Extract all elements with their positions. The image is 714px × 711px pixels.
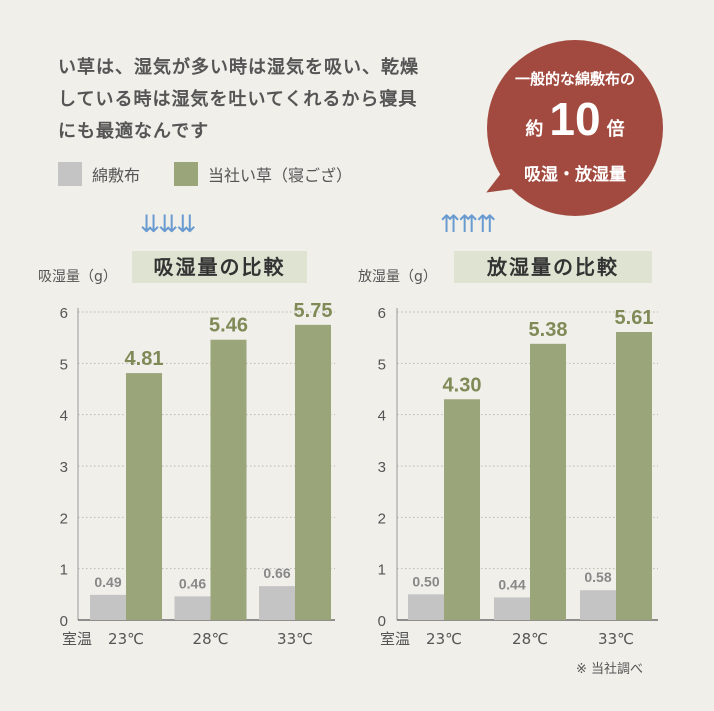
bar-igusa <box>616 332 652 620</box>
badge-line-3: 吸湿・放湿量 <box>524 165 626 185</box>
data-label-igusa: 5.75 <box>294 300 333 322</box>
intro-text: い草は、湿気が多い時は湿気を吸い、乾燥 している時は湿気を吐いてくれるから寝具 … <box>58 52 478 148</box>
y-tick-label: 0 <box>60 613 68 630</box>
absorption-chart-title: 吸湿量の比較 <box>132 251 307 283</box>
legend: 綿敷布 当社い草（寝ござ） <box>58 162 386 186</box>
bar-cotton <box>174 596 211 620</box>
absorption-y-axis-label: 吸湿量（g） <box>38 269 117 285</box>
y-tick-label: 3 <box>60 459 68 476</box>
y-tick-label: 4 <box>60 408 68 425</box>
data-label-cotton: 0.50 <box>412 573 439 589</box>
data-label-cotton: 0.58 <box>584 569 611 585</box>
bar-cotton <box>494 597 530 620</box>
x-prefix-label: 室温 <box>62 630 92 648</box>
bar-cotton <box>408 594 444 620</box>
bar-igusa <box>126 373 162 620</box>
legend-item-igusa: 当社い草（寝ござ） <box>174 162 352 186</box>
release-y-axis-label: 放湿量（g） <box>358 269 437 285</box>
data-label-cotton: 0.44 <box>498 576 525 592</box>
badge-line-2: 約 10 倍 <box>487 92 663 146</box>
x-category-label: 23℃ <box>426 630 462 648</box>
data-label-cotton: 0.49 <box>94 574 121 590</box>
legend-label-cotton: 綿敷布 <box>92 166 141 185</box>
y-tick-label: 2 <box>60 510 68 527</box>
y-tick-label: 3 <box>378 459 386 476</box>
data-label-igusa: 5.46 <box>209 315 248 337</box>
y-tick-label: 5 <box>378 356 386 373</box>
legend-label-igusa: 当社い草（寝ござ） <box>208 166 353 185</box>
bar-igusa <box>210 339 247 620</box>
data-label-cotton: 0.66 <box>263 565 290 581</box>
legend-item-cotton: 綿敷布 <box>58 162 140 186</box>
y-tick-label: 6 <box>378 305 386 322</box>
legend-swatch-cotton <box>58 162 82 186</box>
bar-cotton <box>90 594 126 620</box>
intro-line-3: にも最適なんです <box>58 121 210 142</box>
badge-line-1: 一般的な綿敷布の <box>514 70 635 88</box>
x-prefix-label: 室温 <box>380 630 410 648</box>
data-label-igusa: 4.81 <box>125 348 164 370</box>
data-label-cotton: 0.46 <box>179 575 206 591</box>
intro-line-1: い草は、湿気が多い時は湿気を吸い、乾燥 <box>58 57 419 78</box>
bar-igusa <box>444 399 480 620</box>
intro-line-2: している時は湿気を吐いてくれるから寝具 <box>58 89 418 110</box>
y-tick-label: 6 <box>60 305 68 322</box>
bar-cotton <box>580 590 616 620</box>
x-category-label: 33℃ <box>277 630 313 648</box>
y-tick-label: 4 <box>378 408 386 425</box>
bar-cotton <box>259 586 295 620</box>
data-label-igusa: 5.38 <box>529 319 568 341</box>
down-arrows-icon: ⇊⇊⇊ <box>140 210 196 238</box>
badge-prefix: 約 <box>525 119 544 140</box>
source-note: ※ 当社調べ <box>576 662 644 677</box>
badge-number: 10 <box>549 93 601 145</box>
ten-times-badge: 一般的な綿敷布の 約 10 倍 吸湿・放湿量 <box>487 40 663 216</box>
release-chart-title: 放湿量の比較 <box>454 251 652 283</box>
up-arrows-icon: ⇈⇈⇈ <box>440 210 496 238</box>
x-category-label: 23℃ <box>108 630 144 648</box>
y-tick-label: 2 <box>378 510 386 527</box>
x-category-label: 28℃ <box>193 630 229 648</box>
x-category-label: 28℃ <box>512 630 548 648</box>
data-label-igusa: 5.61 <box>615 307 654 329</box>
y-tick-label: 1 <box>378 562 386 579</box>
data-label-igusa: 4.30 <box>443 374 482 396</box>
y-tick-label: 1 <box>60 562 68 579</box>
y-tick-label: 5 <box>60 356 68 373</box>
x-category-label: 33℃ <box>598 630 634 648</box>
bar-igusa <box>295 324 331 620</box>
y-tick-label: 0 <box>378 613 386 630</box>
badge-suffix: 倍 <box>606 119 625 140</box>
legend-swatch-igusa <box>174 162 199 186</box>
bar-igusa <box>530 343 566 620</box>
